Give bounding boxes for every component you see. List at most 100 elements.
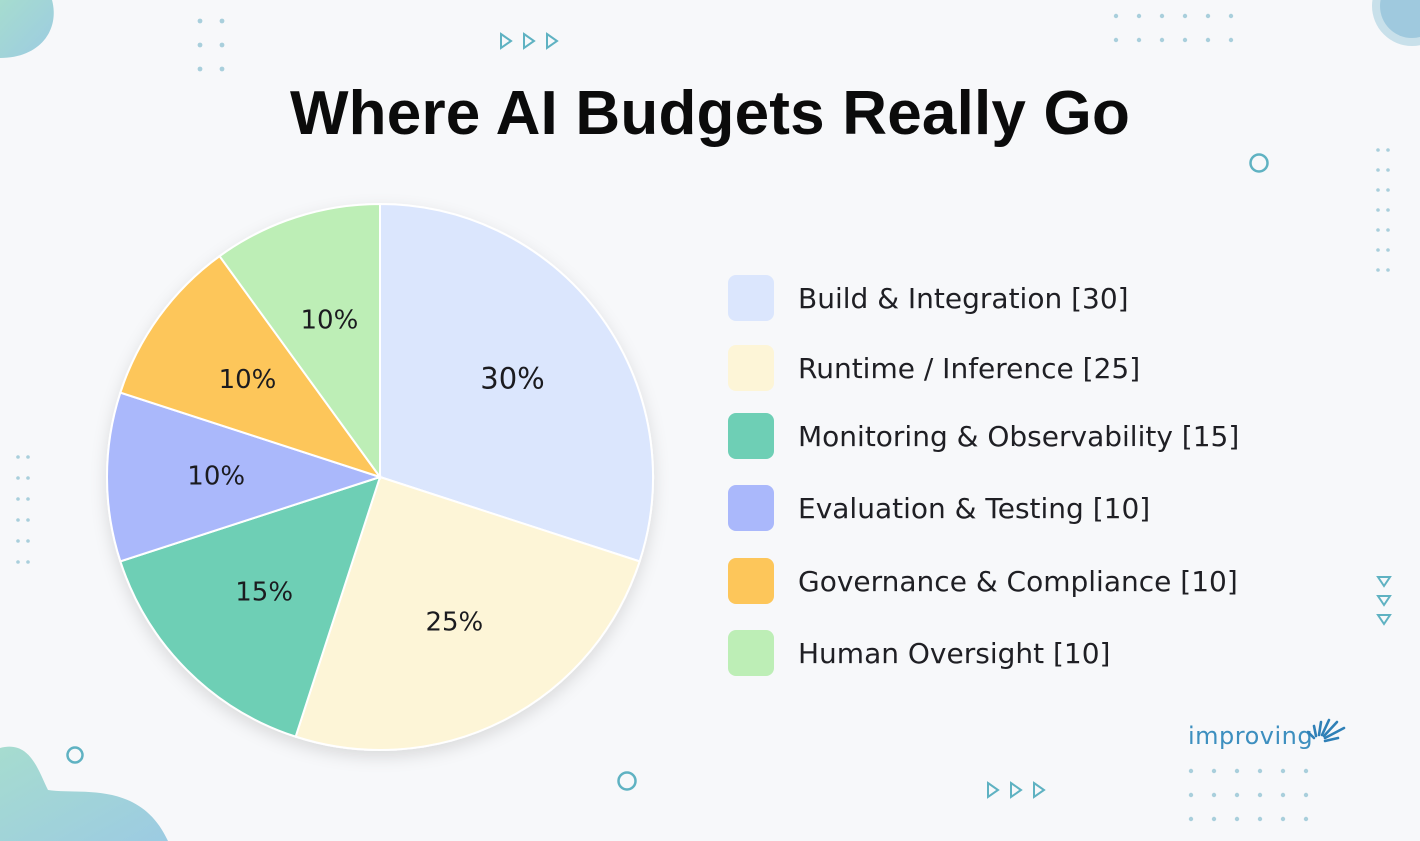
- decor-dot: [1182, 37, 1188, 43]
- decor-dot: [1376, 148, 1380, 152]
- pie-slice-3: [106, 391, 384, 563]
- pie-slice-1: [294, 475, 641, 751]
- pie-slice-label-3: 10%: [187, 462, 245, 492]
- decor-dot: [1205, 13, 1211, 19]
- decor-dot: [1386, 168, 1390, 172]
- decor-dot: [1182, 13, 1188, 19]
- decor-blob-bottom-left: [0, 746, 168, 841]
- decor-dot: [1205, 37, 1211, 43]
- chart-title: Where AI Budgets Really Go: [289, 79, 1131, 148]
- decor-dot: [1303, 816, 1309, 822]
- decor-ring: [66, 746, 84, 764]
- decor-dot: [16, 476, 20, 480]
- decor-dot: [1386, 228, 1390, 232]
- decor-dot: [1386, 248, 1390, 252]
- decor-dot: [26, 518, 30, 522]
- legend-item-4: Governance & Compliance [10]: [728, 558, 1238, 604]
- decor-dot: [219, 66, 225, 72]
- pie-slice-label-4: 10%: [219, 365, 277, 395]
- legend-swatch-5: [728, 630, 774, 676]
- legend-label-0: Build & Integration [30]: [798, 281, 1129, 315]
- pie-slice-4: [119, 254, 383, 479]
- decor-blob-top-left: [0, 0, 54, 58]
- decor-dot: [1211, 816, 1217, 822]
- decor-dot: [1188, 768, 1194, 774]
- decor-dot: [1376, 268, 1380, 272]
- decor-dot: [1211, 768, 1217, 774]
- decor-dot: [1303, 792, 1309, 798]
- legend-label-2: Monitoring & Observability [15]: [798, 419, 1240, 453]
- legend-label-5: Human Oversight [10]: [798, 636, 1111, 670]
- decor-dot: [197, 18, 203, 24]
- decor-dot: [1234, 768, 1240, 774]
- decor-dot: [16, 455, 20, 459]
- decor-dot: [219, 18, 225, 24]
- decor-dot: [1234, 792, 1240, 798]
- decor-dot: [1257, 792, 1263, 798]
- decor-dot: [16, 539, 20, 543]
- decor-dot: [1211, 792, 1217, 798]
- pie-slice-5: [218, 202, 381, 481]
- decor-dot: [1280, 816, 1286, 822]
- decor-dot: [16, 497, 20, 501]
- decor-dot: [1188, 792, 1194, 798]
- pie-slice-label-5: 10%: [300, 306, 358, 336]
- decor-dot: [16, 518, 20, 522]
- legend-swatch-1: [728, 345, 774, 391]
- decor-dot: [1376, 228, 1380, 232]
- pie-slice-0: [379, 202, 654, 563]
- logo-text: improving: [1188, 722, 1314, 750]
- decor-dot: [16, 560, 20, 564]
- legend-swatch-4: [728, 558, 774, 604]
- decor-triangles-top: [500, 32, 559, 50]
- legend-label-3: Evaluation & Testing [10]: [798, 491, 1151, 525]
- decor-dot: [1136, 37, 1142, 43]
- decor-dot: [1257, 816, 1263, 822]
- decor-dot: [197, 42, 203, 48]
- decor-dot: [219, 42, 225, 48]
- improving-logo: improving: [1188, 700, 1358, 760]
- decor-dot: [26, 455, 30, 459]
- decor-dot: [1228, 37, 1234, 43]
- decor-dot: [1228, 13, 1234, 19]
- decor-dot: [1113, 37, 1119, 43]
- legend-swatch-0: [728, 275, 774, 321]
- decor-dot: [1280, 792, 1286, 798]
- legend-swatch-3: [728, 485, 774, 531]
- decor-dot: [1257, 768, 1263, 774]
- legend-item-2: Monitoring & Observability [15]: [728, 413, 1239, 459]
- decor-dot: [1376, 188, 1380, 192]
- decor-dot: [1303, 768, 1309, 774]
- decor-dot: [1136, 13, 1142, 19]
- pie-slice-label-2: 15%: [235, 577, 293, 607]
- pie-slice-label-0: 30%: [480, 362, 544, 396]
- legend-label-1: Runtime / Inference [25]: [798, 351, 1141, 385]
- decor-dot: [26, 497, 30, 501]
- decor-dot: [197, 66, 203, 72]
- decor-dot: [1113, 13, 1119, 19]
- legend-item-1: Runtime / Inference [25]: [728, 345, 1140, 391]
- decor-dot: [1234, 816, 1240, 822]
- decor-dot: [1386, 208, 1390, 212]
- pie-slice-label-1: 25%: [425, 607, 483, 637]
- decor-dot: [1159, 37, 1165, 43]
- legend-label-4: Governance & Compliance [10]: [798, 564, 1238, 598]
- decor-triangles-right: [1376, 576, 1392, 626]
- decor-dot: [1386, 268, 1390, 272]
- decor-dot: [1159, 13, 1165, 19]
- decor-triangles-bottom: [987, 781, 1046, 799]
- decor-dot: [26, 476, 30, 480]
- decor-dot: [1188, 816, 1194, 822]
- decor-ring: [1249, 153, 1269, 173]
- legend-item-0: Build & Integration [30]: [728, 275, 1129, 321]
- logo-burst-icon: [1306, 718, 1346, 743]
- legend-item-3: Evaluation & Testing [10]: [728, 485, 1150, 531]
- legend-item-5: Human Oversight [10]: [728, 630, 1110, 676]
- decor-dot: [1376, 208, 1380, 212]
- decor-dot: [26, 539, 30, 543]
- decor-dot: [1386, 188, 1390, 192]
- decor-dot: [1376, 248, 1380, 252]
- pie-slice-2: [119, 475, 382, 738]
